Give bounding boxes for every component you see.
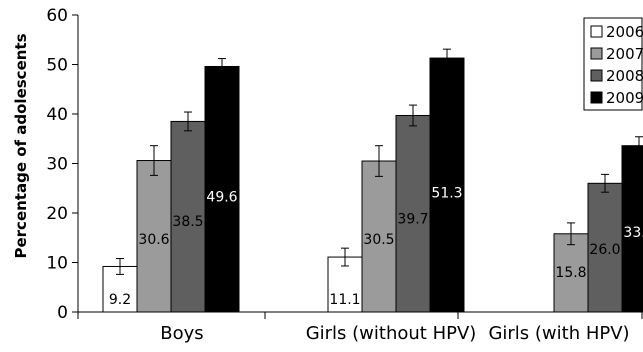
data-label: 38.5 [172, 214, 203, 230]
plot-area: 0 10 20 30 40 50 60 Boys Girls (without HPV) Girl… [46, 6, 643, 344]
data-label: 11.1 [329, 292, 360, 308]
error-bar [341, 247, 349, 267]
y-tick-label: 0 [57, 303, 68, 323]
y-tick-label: 60 [46, 6, 68, 26]
bar-2007 [136, 160, 172, 313]
error-bar [601, 173, 609, 193]
error-bar [409, 104, 417, 127]
data-label: 30.6 [138, 232, 169, 248]
bar-2009 [204, 65, 240, 313]
y-axis-title-group: Percentage of adolescents [12, 33, 30, 258]
y-tick-label: 10 [46, 254, 68, 274]
error-bar [443, 48, 451, 68]
legend-swatch [590, 91, 603, 104]
y-axis-title: Percentage of adolescents [12, 33, 30, 258]
data-label: 9.2 [109, 292, 131, 308]
y-tick-label: 50 [46, 56, 68, 76]
error-bar [116, 258, 124, 275]
y-tick-label: 20 [46, 204, 68, 224]
data-label: 39.7 [397, 212, 428, 228]
data-label: 15.8 [555, 265, 586, 281]
data-label: 33.6 [623, 225, 643, 241]
error-bar [375, 145, 383, 177]
error-bar [150, 145, 158, 176]
bar-2008 [170, 120, 206, 313]
y-tick-label: 40 [46, 105, 68, 125]
legend-label: 2008 [606, 67, 643, 85]
legend-swatch [590, 25, 603, 38]
legend-label: 2007 [606, 45, 643, 63]
legend-swatch [590, 69, 603, 82]
data-label: 30.5 [363, 232, 394, 248]
bar-2009 [429, 57, 465, 313]
y-tick-label: 30 [46, 155, 68, 175]
error-bar [635, 136, 643, 156]
data-label: 51.3 [431, 186, 462, 202]
data-label: 26.0 [589, 242, 620, 258]
legend-label: 2006 [606, 23, 643, 41]
legend: 2006 2007 2008 2009 [583, 17, 643, 111]
x-category-label: Boys [160, 323, 203, 344]
bar-2008 [395, 114, 431, 313]
legend-swatch [590, 47, 603, 60]
legend-label: 2009 [606, 89, 643, 107]
error-bar [184, 111, 192, 132]
x-category-label: Girls (without HPV) [306, 323, 477, 344]
data-label: 49.6 [206, 190, 237, 206]
x-category-label: Girls (with HPV) [488, 323, 629, 344]
error-bar [567, 222, 575, 246]
error-bar [218, 58, 226, 75]
